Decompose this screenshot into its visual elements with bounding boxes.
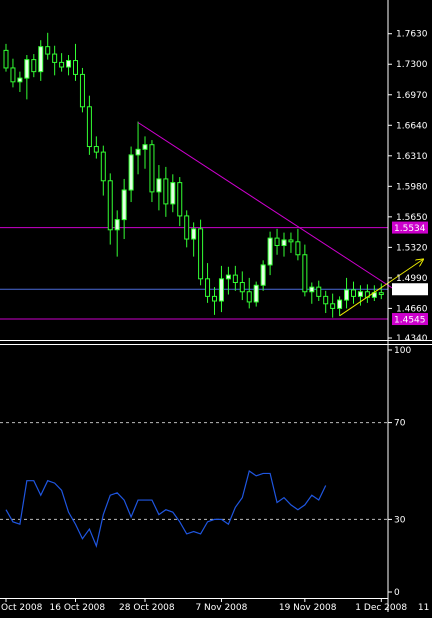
candle-body (66, 60, 72, 68)
oscillator-axis: 100 70 30 0 (388, 346, 411, 598)
candle-body (344, 289, 350, 301)
candle-body (295, 241, 301, 256)
candle-body (225, 274, 231, 280)
candle-body (10, 67, 16, 83)
price-tick-label: 1.6310 (396, 152, 428, 162)
candle-body (253, 284, 259, 303)
price-tick-label: 1.5650 (396, 213, 428, 223)
candle-body (212, 295, 217, 302)
price-tick-label: 1.5320 (396, 243, 428, 253)
candle-body (31, 59, 37, 73)
candle-body (93, 146, 99, 153)
candle-body (205, 278, 211, 297)
candle-body (100, 151, 106, 182)
level-label-box (392, 313, 428, 326)
oscillator-plot (0, 422, 388, 549)
candle-body (218, 278, 224, 302)
oscillator-tick-label: 100 (394, 346, 411, 356)
level-label-box (392, 221, 428, 234)
candle-body (378, 292, 384, 296)
price-tick-label: 1.6970 (396, 91, 428, 101)
candle-body (198, 228, 204, 280)
time-tick-label: 19 Nov 2008 (279, 603, 337, 613)
candle-body (309, 286, 315, 293)
level-label: 1.5534 (394, 224, 426, 234)
candle-body (142, 144, 148, 150)
oscillator-line (5, 470, 327, 549)
candle-body (121, 189, 127, 221)
candle-body (281, 239, 287, 247)
candle-body (357, 291, 363, 297)
candle-body (184, 215, 190, 240)
candle-body (260, 264, 266, 286)
price-tick-label: 1.4340 (396, 334, 428, 344)
candle-body (156, 178, 162, 193)
candle-body (337, 299, 343, 309)
candle-body (45, 46, 51, 55)
level-label: 1.4545 (394, 316, 426, 326)
candle-body (135, 148, 141, 156)
candle-body (232, 274, 238, 284)
candle-body (316, 286, 322, 297)
candle-body (79, 73, 85, 108)
time-tick-label: 28 Oct 2008 (119, 603, 175, 613)
candle-body (246, 291, 252, 303)
candle-body (302, 254, 308, 293)
candle-body (274, 237, 280, 247)
candle-body (128, 154, 134, 191)
candle-body (351, 289, 356, 297)
time-tick-label: 1 Dec 2008 (355, 603, 407, 613)
candle-body (38, 46, 44, 73)
price-tick-label: 1.4660 (396, 304, 428, 314)
candle-body (177, 182, 183, 217)
price-tick-label: 1.7630 (396, 30, 428, 40)
candle-body (288, 239, 294, 243)
candle-body (107, 180, 113, 231)
candle-body (191, 228, 197, 240)
candle-body (52, 53, 58, 63)
candle-body (330, 303, 336, 309)
time-tick-label: 7 Nov 2008 (195, 603, 247, 613)
candle-body (59, 61, 65, 68)
level-label-box (392, 283, 428, 296)
candle-body (239, 282, 245, 293)
oscillator-tick-label: 0 (394, 588, 400, 598)
time-axis: Oct 2008 16 Oct 2008 28 Oct 2008 7 Nov 2008… (1, 598, 432, 613)
candle-body (163, 178, 169, 205)
candle-body (149, 144, 155, 193)
candle-body (323, 295, 329, 305)
candle-body (86, 106, 92, 148)
candle-body (24, 59, 30, 79)
time-tick-label: 16 Oct 2008 (50, 603, 106, 613)
candle-body (114, 219, 120, 231)
price-plot (0, 32, 423, 320)
price-axis: 1.7630 1.7300 1.6970 1.6640 1.6310 1.5980 1.56… (388, 30, 428, 344)
candle-body (3, 49, 9, 69)
trendline (339, 259, 423, 317)
price-tick-label: 1.5980 (396, 182, 428, 192)
level-label: 1.4867 (394, 286, 426, 296)
candle-body (73, 60, 78, 75)
candle-body (267, 237, 273, 266)
oscillator-tick-label: 30 (394, 515, 406, 525)
oscillator-tick-label: 70 (394, 419, 406, 429)
candle-body (170, 182, 176, 205)
price-tick-label: 1.6640 (396, 121, 428, 131)
time-tick-label: Oct 2008 (1, 603, 43, 613)
trendline (137, 122, 396, 291)
candle-body (17, 77, 23, 83)
time-tick-label: 11 Dec 2008 (418, 603, 432, 613)
price-tick-label: 1.7300 (396, 60, 428, 70)
price-tick-label: 1.4990 (396, 274, 428, 284)
